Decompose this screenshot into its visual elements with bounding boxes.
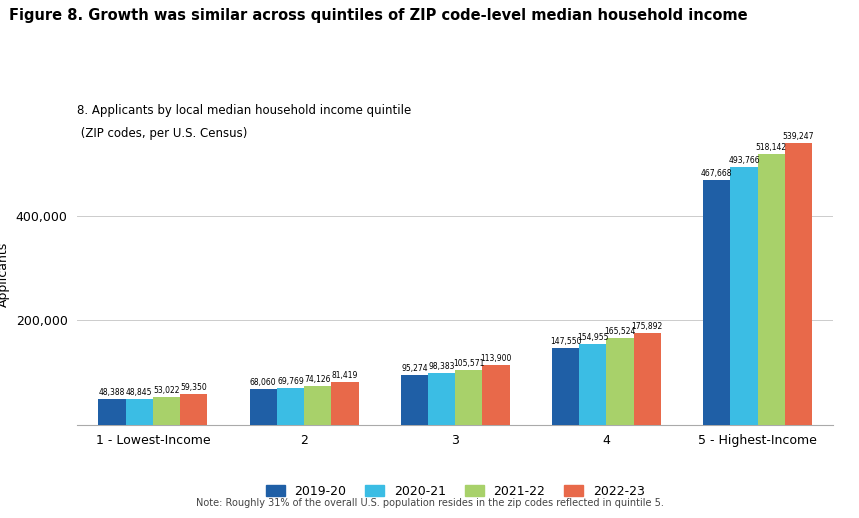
Bar <box>579 344 606 425</box>
Text: 74,126: 74,126 <box>304 375 331 384</box>
Text: 539,247: 539,247 <box>783 132 814 141</box>
Y-axis label: Applicants: Applicants <box>0 242 10 307</box>
Bar <box>785 143 812 425</box>
Bar <box>332 382 358 425</box>
Text: 53,022: 53,022 <box>153 386 180 395</box>
Bar <box>99 399 125 425</box>
Bar <box>758 154 785 425</box>
Bar <box>552 348 579 425</box>
Bar <box>730 167 758 425</box>
Text: 48,845: 48,845 <box>126 388 153 397</box>
Bar <box>277 388 304 425</box>
Bar <box>401 375 428 425</box>
Bar <box>455 370 483 425</box>
Text: 147,550: 147,550 <box>550 337 582 346</box>
Bar <box>125 399 153 425</box>
Text: 98,383: 98,383 <box>429 362 455 371</box>
Bar <box>304 386 332 425</box>
Text: 68,060: 68,060 <box>250 378 277 387</box>
Text: 467,668: 467,668 <box>701 169 733 178</box>
Text: 493,766: 493,766 <box>728 156 760 165</box>
Legend: 2019-20, 2020-21, 2021-22, 2022-23: 2019-20, 2020-21, 2021-22, 2022-23 <box>261 480 649 502</box>
Text: 8. Applicants by local median household income quintile: 8. Applicants by local median household … <box>77 104 411 117</box>
Bar <box>483 365 509 425</box>
Bar <box>704 180 730 425</box>
Text: 95,274: 95,274 <box>401 364 428 373</box>
Text: Note: Roughly 31% of the overall U.S. population resides in the zip codes reflec: Note: Roughly 31% of the overall U.S. po… <box>196 498 663 508</box>
Text: 69,769: 69,769 <box>277 377 304 386</box>
Bar <box>634 333 661 425</box>
Bar <box>428 373 455 425</box>
Text: 165,524: 165,524 <box>605 327 636 336</box>
Text: 518,142: 518,142 <box>756 143 787 152</box>
Text: 59,350: 59,350 <box>180 383 207 392</box>
Text: 81,419: 81,419 <box>332 371 358 380</box>
Text: 113,900: 113,900 <box>480 354 512 363</box>
Text: 154,955: 154,955 <box>577 333 608 342</box>
Text: 105,571: 105,571 <box>454 358 484 367</box>
Text: 175,892: 175,892 <box>631 322 663 331</box>
Bar <box>250 389 277 425</box>
Text: 48,388: 48,388 <box>99 388 125 397</box>
Bar <box>153 397 180 425</box>
Text: (ZIP codes, per U.S. Census): (ZIP codes, per U.S. Census) <box>77 127 247 140</box>
Bar <box>180 394 207 425</box>
Bar <box>606 338 634 425</box>
Text: Figure 8. Growth was similar across quintiles of ZIP code-level median household: Figure 8. Growth was similar across quin… <box>9 8 747 23</box>
